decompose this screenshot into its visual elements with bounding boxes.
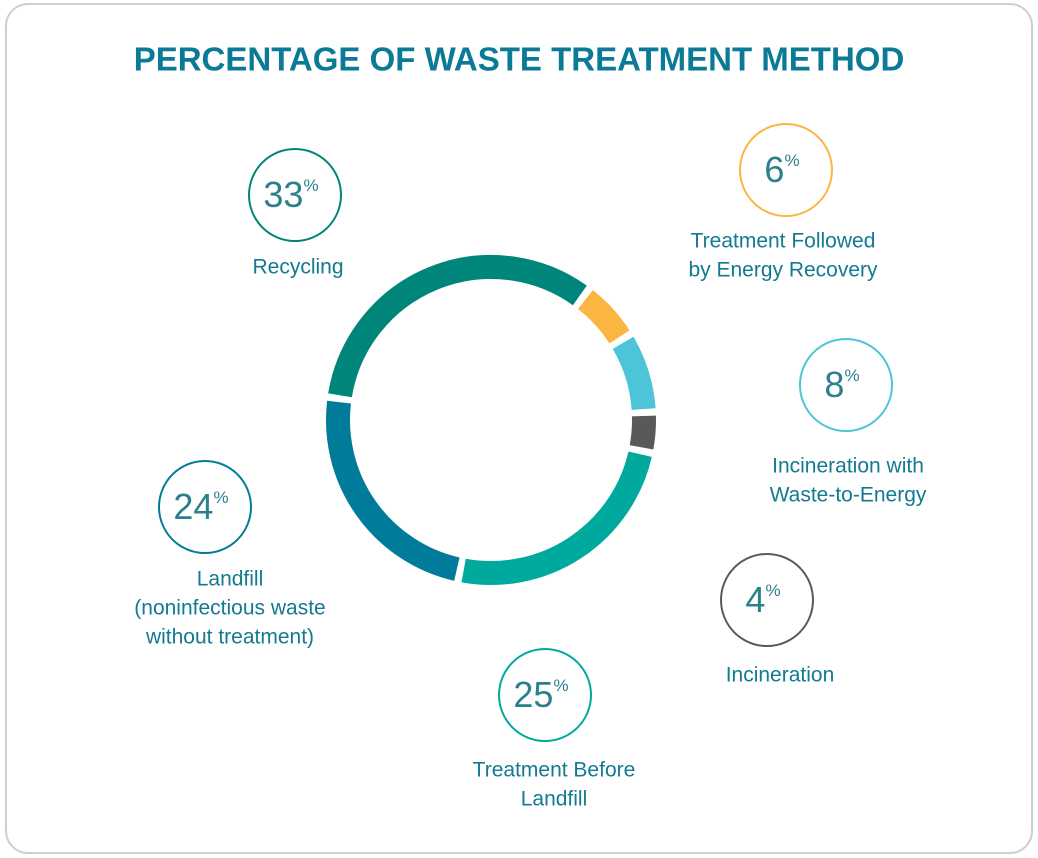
- value-number: 8: [824, 364, 844, 405]
- value-label: 8%: [824, 364, 859, 405]
- category-label: (noninfectious waste: [134, 597, 325, 620]
- value-number: 6: [764, 149, 784, 190]
- donut-segment: [461, 451, 652, 585]
- value-unit: %: [553, 676, 568, 695]
- category-label: Landfill: [521, 788, 588, 811]
- value-number: 25: [513, 674, 553, 715]
- value-label: 6%: [764, 149, 799, 190]
- value-badge: [498, 648, 592, 742]
- value-unit: %: [765, 581, 780, 600]
- value-label: 4%: [745, 579, 780, 620]
- category-label: Landfill: [197, 568, 264, 591]
- value-badge: [799, 338, 893, 432]
- category-label: Waste-to-Energy: [770, 484, 927, 507]
- value-unit: %: [213, 488, 228, 507]
- category-label: Incineration with: [772, 455, 924, 478]
- donut-segment: [577, 290, 630, 344]
- value-number: 4: [745, 579, 765, 620]
- donut-segment: [328, 255, 587, 398]
- value-unit: %: [784, 151, 799, 170]
- value-badge: [720, 553, 814, 647]
- category-label: Treatment Before: [473, 759, 636, 782]
- donut-segment: [612, 336, 656, 411]
- category-label: Treatment Followed: [691, 230, 876, 253]
- value-badge: [248, 148, 342, 242]
- value-number: 33: [263, 174, 303, 215]
- category-label: by Energy Recovery: [688, 259, 878, 282]
- value-label: 25%: [513, 674, 568, 715]
- donut-segment: [629, 415, 656, 450]
- value-label: 24%: [173, 486, 228, 527]
- value-number: 24: [173, 486, 213, 527]
- category-label: without treatment): [145, 626, 314, 649]
- donut-segment: [326, 400, 460, 581]
- category-label: Incineration: [726, 664, 835, 687]
- value-unit: %: [303, 176, 318, 195]
- value-badge: [158, 460, 252, 554]
- value-badge: [739, 123, 833, 217]
- value-unit: %: [844, 366, 859, 385]
- value-label: 33%: [263, 174, 318, 215]
- category-label: Recycling: [252, 256, 343, 279]
- chart-title: PERCENTAGE OF WASTE TREATMENT METHOD: [134, 41, 905, 78]
